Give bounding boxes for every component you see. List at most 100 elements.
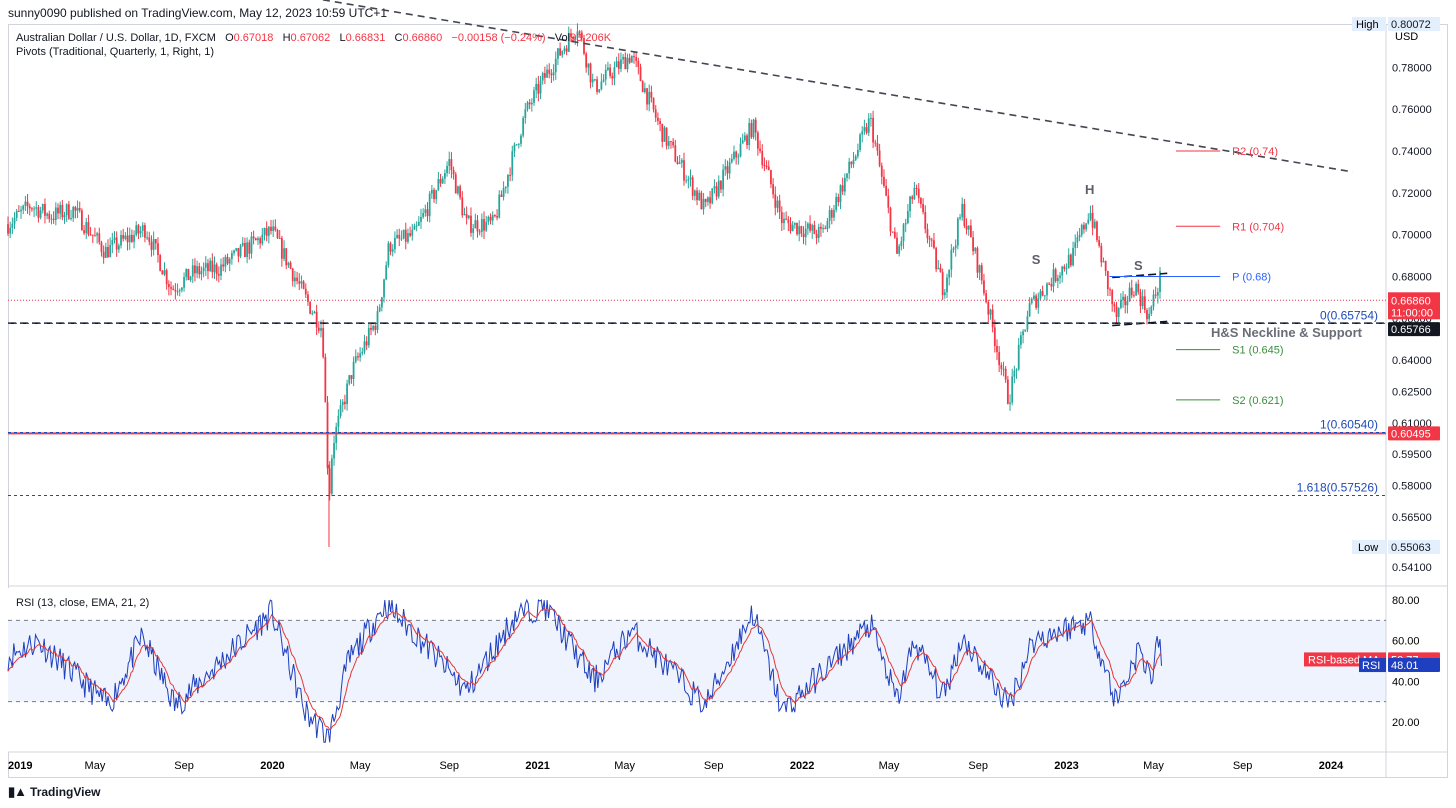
candle-body xyxy=(767,166,770,171)
candle-body xyxy=(94,235,96,237)
candle-body xyxy=(920,198,922,205)
price-tick-label: 0.70000 xyxy=(1392,230,1432,242)
candle-body xyxy=(235,248,238,251)
candle-body xyxy=(230,253,233,260)
price-tick-label: 0.64000 xyxy=(1392,355,1432,367)
candle-body xyxy=(130,234,133,242)
candle-body xyxy=(878,150,881,166)
candle-body xyxy=(585,53,588,68)
candle-body xyxy=(370,327,372,330)
neckline-price-tag-bg xyxy=(1388,322,1440,337)
candle-body xyxy=(1041,291,1044,296)
candle-body xyxy=(737,156,740,158)
candle-body xyxy=(856,150,859,157)
candle-body xyxy=(946,277,948,293)
candle-body xyxy=(446,165,448,174)
candle-body xyxy=(839,185,842,203)
candle-body xyxy=(998,352,1001,366)
candle-body xyxy=(422,212,425,218)
candle-body xyxy=(1146,310,1148,320)
candle-body xyxy=(487,216,490,222)
candle-body xyxy=(22,205,25,210)
symbol-name: Australian Dollar / U.S. Dollar, 1D, FXC… xyxy=(16,32,216,44)
candle-body xyxy=(163,270,166,275)
candle-body xyxy=(65,204,68,216)
candle-body xyxy=(357,356,359,358)
rsi-band-fill xyxy=(8,620,1386,702)
low-value: 0.66831 xyxy=(345,32,386,44)
candle-body xyxy=(1137,283,1140,293)
candle-body xyxy=(41,204,44,211)
candle-body xyxy=(1017,344,1020,370)
candle-body xyxy=(161,270,164,275)
candle-body xyxy=(880,165,883,177)
candle-body xyxy=(246,242,248,258)
time-tick-label: 2024 xyxy=(1319,760,1344,772)
candle-body xyxy=(761,151,764,166)
pivot-label: R1 (0.704) xyxy=(1232,221,1284,233)
low-label: L xyxy=(339,32,346,44)
time-tick-label: May xyxy=(1143,760,1164,772)
candle-body xyxy=(717,180,720,197)
candle-body xyxy=(533,90,535,103)
candle-body xyxy=(611,75,614,79)
time-tick-label: Sep xyxy=(439,760,459,772)
neckline-price-tag: 0.65766 xyxy=(1391,324,1431,336)
candle-body xyxy=(154,239,157,244)
candle-body xyxy=(841,185,844,192)
candle-body xyxy=(674,145,677,162)
candle-body xyxy=(1009,402,1011,404)
candle-body xyxy=(859,134,861,151)
candle-body xyxy=(439,179,442,184)
candle-body xyxy=(513,144,516,152)
candle-body xyxy=(157,243,159,256)
time-tick-label: May xyxy=(614,760,635,772)
candle-body xyxy=(150,241,153,250)
high-label: H xyxy=(282,32,291,44)
candle-body xyxy=(63,215,66,218)
price-candles xyxy=(7,23,1161,501)
candle-body xyxy=(648,91,651,105)
candle-body xyxy=(489,216,492,221)
candle-body xyxy=(996,346,998,353)
candle-body xyxy=(824,228,827,230)
candle-body xyxy=(524,109,527,118)
candle-body xyxy=(546,69,548,78)
candle-body xyxy=(713,186,716,189)
candle-body xyxy=(1139,292,1142,307)
candle-body xyxy=(311,313,314,315)
candle-body xyxy=(294,277,296,282)
candle-body xyxy=(300,281,303,284)
candle-body xyxy=(517,143,520,145)
candle-body xyxy=(548,69,551,74)
candle-body xyxy=(285,248,288,266)
candle-body xyxy=(1096,221,1098,241)
time-tick-label: May xyxy=(879,760,900,772)
high-tag-bg xyxy=(1352,17,1386,31)
candle-body xyxy=(83,230,85,234)
candle-body xyxy=(639,66,642,82)
candle-body xyxy=(402,229,405,239)
candle-body xyxy=(1135,283,1138,296)
candle-body xyxy=(263,228,266,235)
candle-body xyxy=(472,228,475,233)
time-tick-label: May xyxy=(85,760,106,772)
candle-body xyxy=(383,279,385,298)
candle-body xyxy=(172,288,175,290)
footer-brand: TradingView xyxy=(30,785,101,799)
candle-body xyxy=(148,237,151,242)
candle-body xyxy=(989,309,992,315)
candle-body xyxy=(1015,369,1018,371)
candle-body xyxy=(291,268,294,282)
candle-body xyxy=(822,228,825,230)
pivot-label: P (0.68) xyxy=(1232,271,1271,283)
candle-body xyxy=(376,311,379,330)
candle-body xyxy=(261,234,264,244)
candle-body xyxy=(313,311,316,314)
candle-body xyxy=(1159,271,1161,293)
time-tick-label: Sep xyxy=(704,760,724,772)
candle-body xyxy=(952,248,955,250)
candle-body xyxy=(304,288,307,295)
candle-body xyxy=(628,57,631,63)
